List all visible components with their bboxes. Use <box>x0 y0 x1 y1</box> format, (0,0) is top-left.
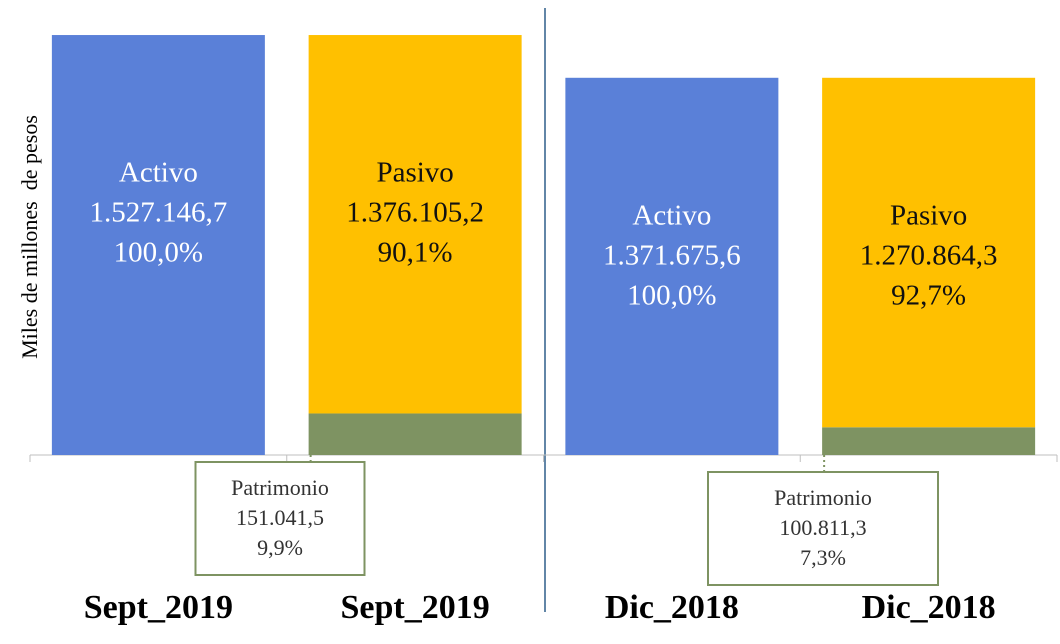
x-tick-label: Dic_2018 <box>605 589 739 626</box>
data-label: Patrimonio <box>774 485 872 510</box>
bar-segment <box>822 427 1036 455</box>
bar-segment <box>308 35 522 414</box>
data-label: Activo <box>119 157 198 189</box>
bar-segment <box>565 77 779 455</box>
x-tick-label: Sept_2019 <box>341 589 490 626</box>
bar-segment <box>51 35 265 455</box>
bar-segment <box>822 77 1036 428</box>
data-label: 100,0% <box>627 279 716 311</box>
data-label: 9,9% <box>257 535 303 560</box>
data-label: 1.270.864,3 <box>860 239 998 271</box>
data-label: 1.527.146,7 <box>90 197 228 229</box>
data-label: Pasivo <box>376 157 453 189</box>
data-label: 100,0% <box>114 237 203 269</box>
callout-box <box>707 471 939 586</box>
callout-box <box>194 461 366 576</box>
data-label: 92,7% <box>891 279 966 311</box>
data-label: Patrimonio <box>231 475 329 500</box>
x-tick-label: Dic_2018 <box>862 589 996 626</box>
bar-segment <box>308 413 522 455</box>
data-label: 1.371.675,6 <box>603 239 741 271</box>
data-label: Activo <box>632 199 711 231</box>
data-label: Pasivo <box>890 199 967 231</box>
data-label: 100.811,3 <box>779 515 866 540</box>
data-label: 7,3% <box>800 545 846 570</box>
y-axis-label: Miles de millones de pesos <box>17 115 42 359</box>
data-label: 90,1% <box>378 237 453 269</box>
data-label: 1.376.105,2 <box>346 197 484 229</box>
data-label: 151.041,5 <box>236 505 324 530</box>
x-tick-label: Sept_2019 <box>84 589 233 626</box>
